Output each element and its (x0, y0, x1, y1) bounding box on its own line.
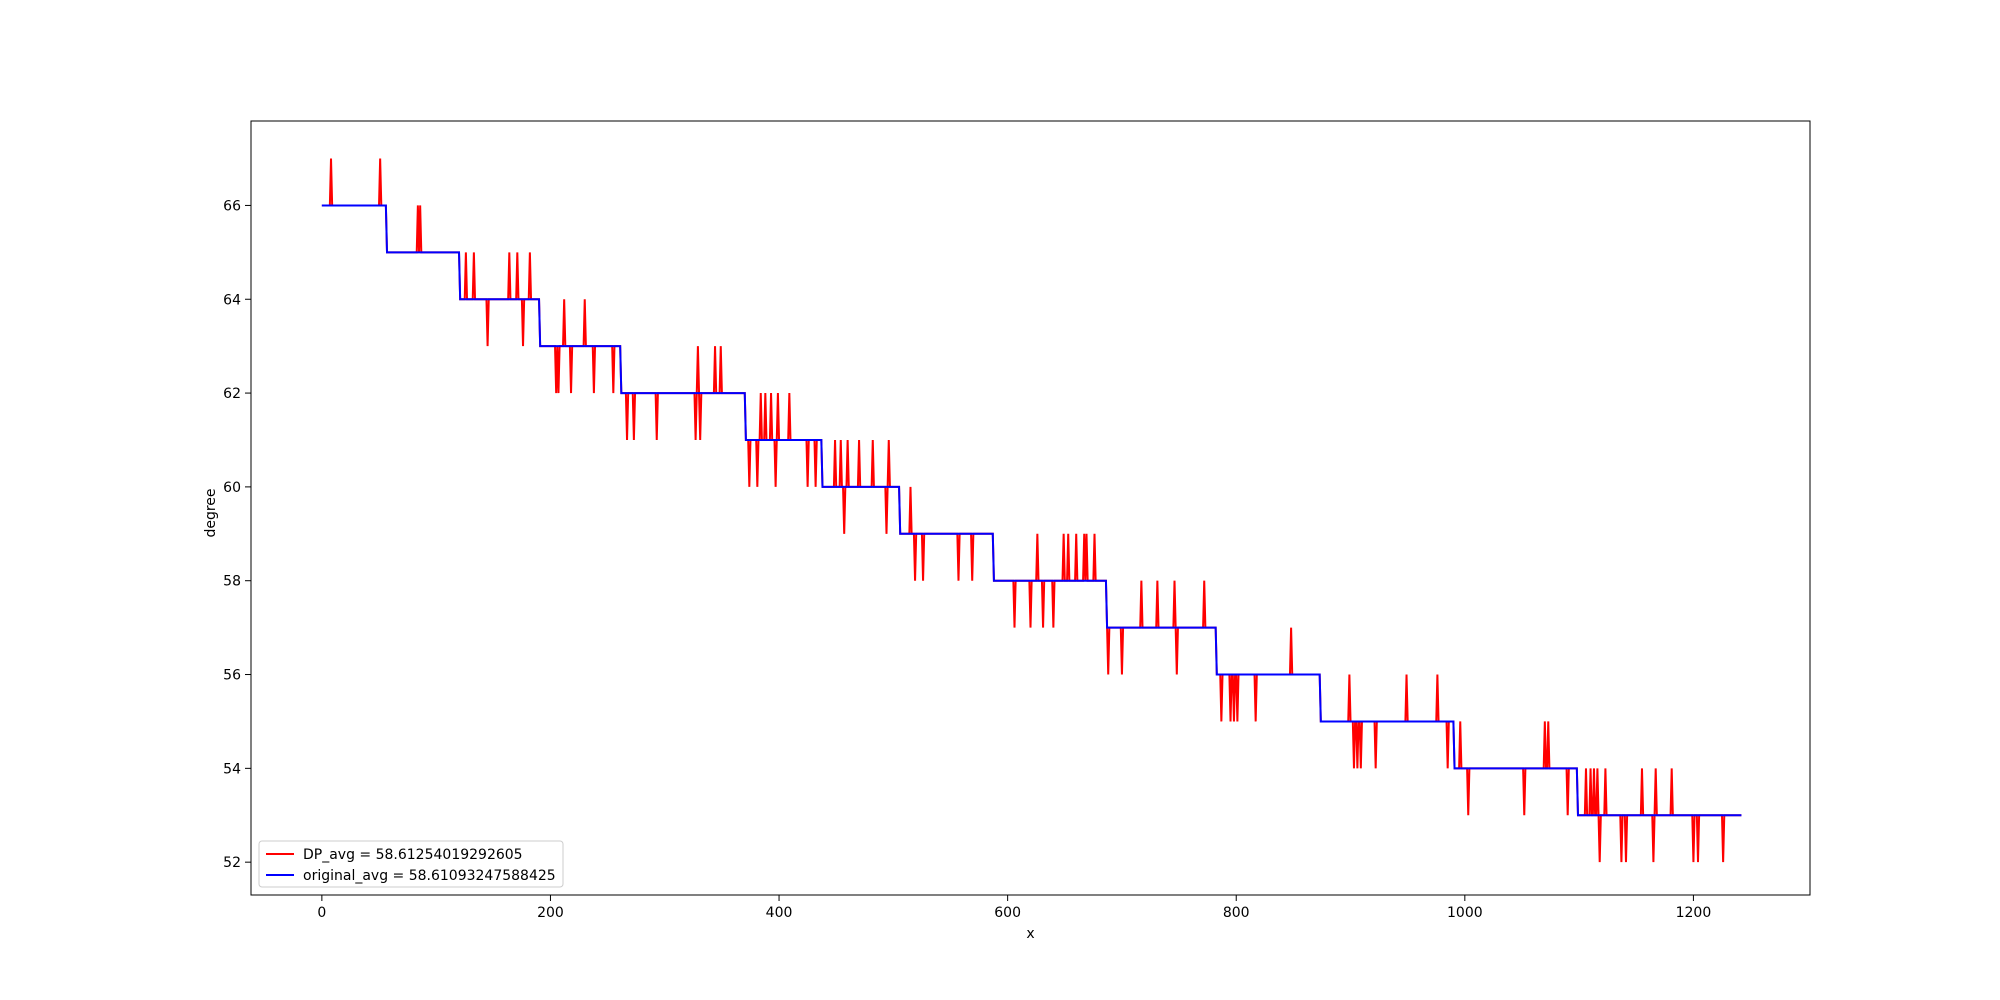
y-tick-label: 60 (223, 480, 241, 496)
y-tick-label: 62 (223, 386, 241, 402)
y-tick-label: 66 (223, 198, 241, 214)
x-tick-label: 1000 (1447, 905, 1483, 921)
legend-box (258, 840, 564, 888)
y-tick-label: 58 (223, 574, 241, 590)
y-axis-label: degree (203, 488, 219, 537)
x-tick-label: 800 (1223, 905, 1250, 921)
y-tick-label: 64 (223, 292, 241, 308)
axes-layer: 0 200 400 600 800 1000 1200 52 54 56 58 60 62 64 66 (223, 120, 1811, 921)
x-tick-label: 0 (317, 905, 326, 921)
x-tick-label: 400 (766, 905, 793, 921)
y-tick-label: 52 (223, 855, 241, 871)
legend: DP_avg = 58.61254019292605 original_avg … (258, 840, 564, 888)
y-tick-label: 54 (223, 761, 241, 777)
axes-frame (250, 120, 1811, 896)
series-layer (321, 158, 1742, 863)
legend-label-original-avg: original_avg = 58.61093247588425 (303, 868, 556, 884)
x-tick-label: 600 (994, 905, 1021, 921)
x-tick-label: 200 (537, 905, 564, 921)
y-tick-label: 56 (223, 668, 241, 684)
legend-label-dp-avg: DP_avg = 58.61254019292605 (303, 847, 523, 863)
series-line-original-avg (321, 204, 1742, 817)
x-tick-label: 1200 (1676, 905, 1712, 921)
x-axis-label: x (1026, 926, 1034, 942)
